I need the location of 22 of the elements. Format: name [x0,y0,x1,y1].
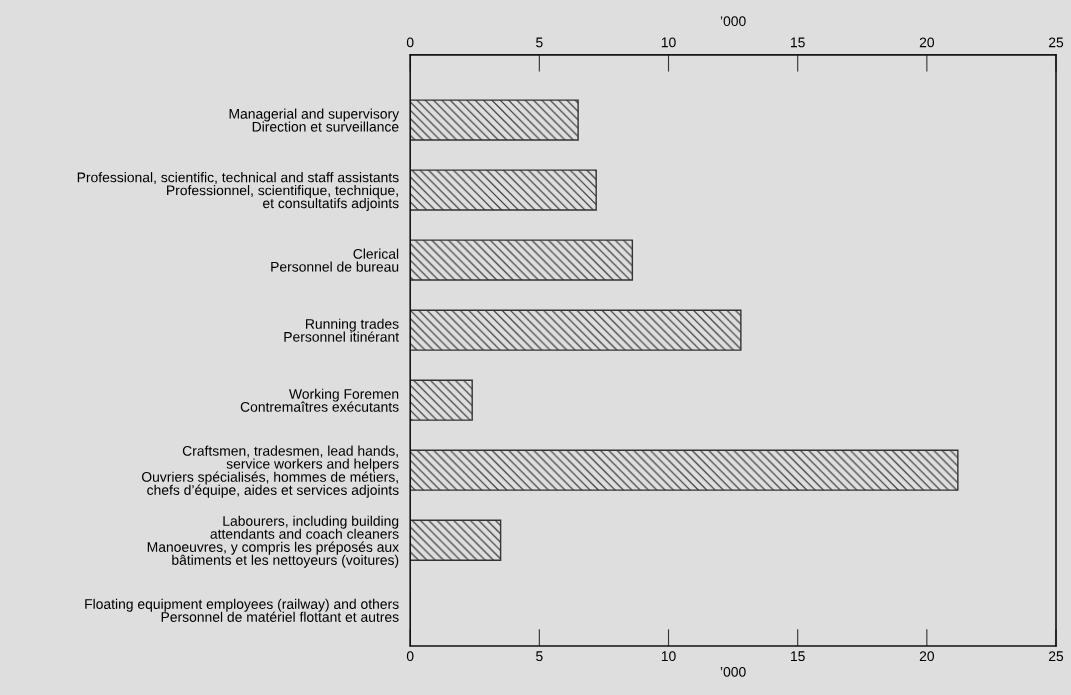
x2-tick-label: 25 [1048,37,1064,48]
x-tick-label: 10 [661,651,676,662]
y-tick-label: Craftsmen, tradesmen, lead hands, service workers and helpers Ouvriers spécialisés, hommes de métiers, chefs d’équipe, aides et services adjoints [141,445,399,498]
x-tick-label: 0 [406,651,414,662]
y-tick-label: Professional, scientific, technical and staff assistants Professionnel, scientifique, technique, et consultatifs adjoints [77,172,399,211]
x-axis-title: ’000 [720,666,746,677]
x-tick-label: 25 [1048,651,1064,662]
x2-tick-label: 0 [406,37,414,48]
x2-axis-title: ’000 [720,16,746,27]
x-tick-label: 20 [919,651,935,662]
x2-tick-label: 20 [919,37,935,48]
y-tick-label: Labourers, including building attendants and coach cleaners Manoeuvres, y compris les préposés aux bâtiments et les nettoyeurs (voitures) [147,515,399,568]
x2-tick-label: 5 [536,37,543,48]
x2-tick-label: 15 [791,37,805,48]
y-tick-label: Running trades Personnel itinérant [284,318,399,342]
x-tick-label: 5 [536,651,543,662]
x-tick-label: 15 [791,651,805,662]
y-tick-label: Managerial and supervisory Direction et surveillance [229,108,400,132]
y-tick-label: Floating equipment employees (railway) and others Personnel de matériel flottant et autres [85,598,399,622]
y-tick-label: Clerical Personnel de bureau [271,248,399,272]
y-tick-label: Working Foremen Contremaîtres exécutants [240,388,399,412]
x2-tick-label: 10 [661,37,676,48]
